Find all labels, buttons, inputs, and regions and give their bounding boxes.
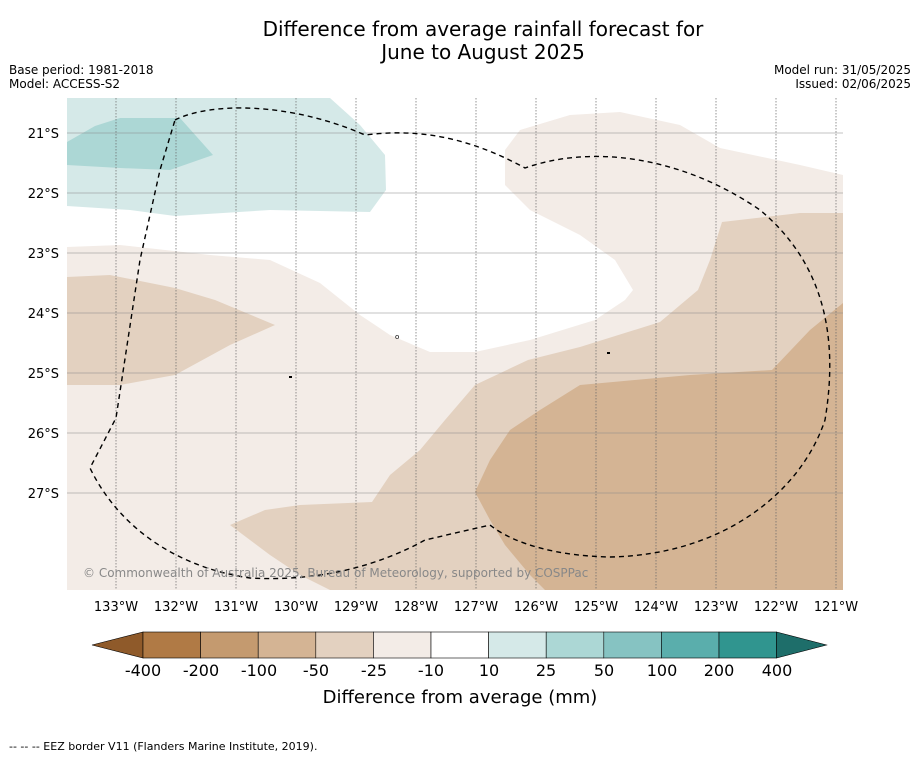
lat-label: 24°S (28, 307, 59, 322)
colorbar-tick: -200 (183, 661, 219, 680)
colorbar-tick: 100 (647, 661, 678, 680)
lon-label: 126°W (514, 600, 558, 615)
island-mark-3 (607, 352, 610, 354)
metadata-left: Base period: 1981-2018 Model: ACCESS-S2 (9, 63, 154, 91)
colorbar-segment (315, 631, 374, 659)
lat-label: 27°S (28, 487, 59, 502)
copyright-text: © Commonwealth of Australia 2025, Bureau… (83, 566, 588, 580)
colorbar-segment (373, 631, 432, 659)
colorbar-tick: -25 (361, 661, 387, 680)
colorbar-segment (545, 631, 605, 659)
lon-label: 131°W (214, 600, 258, 615)
colorbar (91, 631, 828, 659)
latitude-labels: 21°S 22°S 23°S 24°S 25°S 26°S 27°S (28, 127, 59, 502)
issued-date: Issued: 02/06/2025 (795, 77, 911, 91)
gridlines (67, 132, 843, 494)
lat-label: 23°S (28, 247, 59, 262)
meridians (115, 98, 837, 590)
colorbar-segment (430, 631, 489, 659)
lat-label: 22°S (28, 187, 59, 202)
lat-label: 26°S (28, 427, 59, 442)
colorbar-extend-low (91, 631, 144, 659)
lon-label: 132°W (154, 600, 198, 615)
colorbar-tick: 10 (479, 661, 499, 680)
lon-label: 124°W (634, 600, 678, 615)
title-line-2: June to August 2025 (381, 40, 585, 64)
lon-label: 128°W (394, 600, 438, 615)
eez-border (89, 107, 831, 580)
colorbar-segment (718, 631, 777, 659)
island-mark-2 (289, 376, 292, 378)
colorbar-tick: -10 (418, 661, 444, 680)
lon-label: 129°W (334, 600, 378, 615)
model-run: Model run: 31/05/2025 (773, 63, 911, 77)
lon-label: 127°W (454, 600, 498, 615)
map-title: Difference from average rainfall forecas… (0, 18, 919, 64)
metadata-right: Model run: 31/05/2025 Issued: 02/06/2025 (774, 63, 911, 91)
colorbar-tick: -400 (125, 661, 161, 680)
colorbar-segment (661, 631, 720, 659)
lon-label: 125°W (574, 600, 618, 615)
colorbar-label: Difference from average (mm) (323, 687, 598, 708)
colorbar-tick: 400 (762, 661, 793, 680)
model-name: Model: ACCESS-S2 (9, 77, 121, 91)
lat-label: 21°S (28, 127, 59, 142)
lon-label: 133°W (94, 600, 138, 615)
colorbar-extend-high (776, 631, 828, 659)
colorbar-tick: 50 (594, 661, 614, 680)
colorbar-tick: 200 (704, 661, 735, 680)
contour-25-50 (67, 118, 213, 170)
title-line-1: Difference from average rainfall forecas… (262, 17, 704, 41)
longitude-labels: 133°W 132°W 131°W 130°W 129°W 128°W 127°… (94, 600, 858, 615)
colorbar-tick: 25 (536, 661, 556, 680)
colorbar-segment (200, 631, 259, 659)
eez-footnote: -- -- -- EEZ border V11 (Flanders Marine… (9, 740, 318, 753)
lon-label: 121°W (814, 600, 858, 615)
lat-label: 25°S (28, 367, 59, 382)
colorbar-tick: -100 (241, 661, 277, 680)
colorbar-segment (488, 631, 547, 659)
island-mark-1: o (395, 333, 399, 341)
lon-label: 122°W (754, 600, 798, 615)
map-area: o © Commonwealth of Australia 2025, Bure… (67, 98, 843, 590)
colorbar-ticks: -400 -200 -100 -50 -25 -10 10 25 50 100 … (125, 661, 792, 680)
colorbar-segment (603, 631, 662, 659)
colorbar-segment (257, 631, 317, 659)
base-period: Base period: 1981-2018 (9, 63, 154, 77)
lon-label: 123°W (694, 600, 738, 615)
colorbar-tick: -50 (303, 661, 329, 680)
contour-minus50-minus25-west (67, 275, 275, 385)
contour-minus100-minus50 (475, 303, 843, 590)
colorbar-segment (142, 631, 201, 659)
lon-label: 130°W (274, 600, 318, 615)
